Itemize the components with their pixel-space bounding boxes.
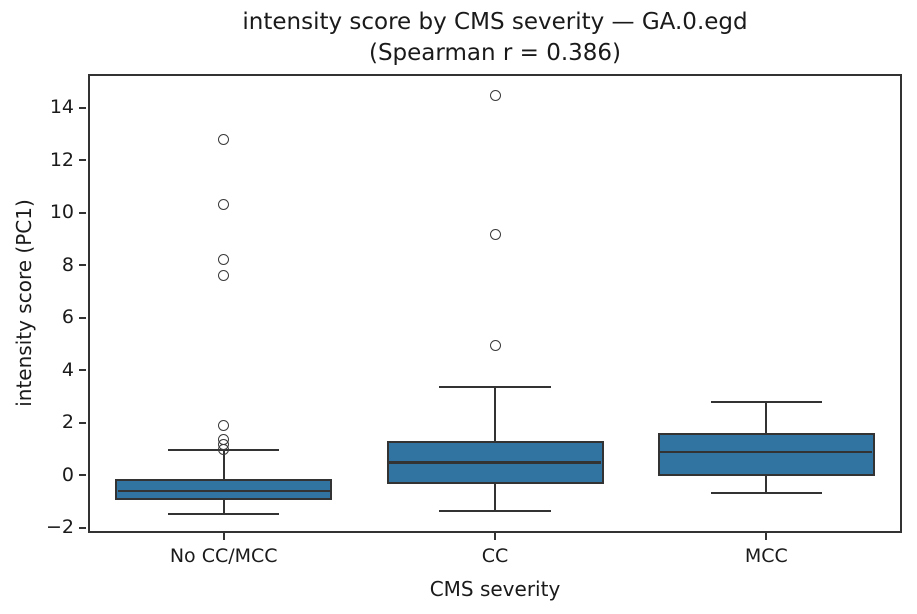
y-tick-label: −2 (45, 516, 74, 538)
y-tick-mark (79, 106, 86, 109)
lower-whisker-cap (439, 510, 551, 513)
box (115, 478, 333, 500)
outlier-point (489, 339, 501, 351)
y-tick-mark (79, 421, 86, 424)
lower-whisker-cap (710, 491, 822, 494)
upper-whisker (222, 450, 225, 479)
y-tick-label: 0 (61, 463, 74, 486)
lower-whisker (222, 499, 225, 515)
y-tick-label: 12 (49, 148, 74, 171)
x-tick-label: CC (481, 545, 509, 567)
upper-whisker (494, 387, 496, 441)
lower-whisker (765, 476, 768, 493)
outlier-point (218, 420, 230, 432)
upper-whisker-cap (439, 386, 551, 389)
box (657, 433, 875, 477)
x-tick-label: MCC (744, 545, 788, 567)
y-tick-mark (79, 264, 86, 267)
lower-whisker-cap (168, 513, 280, 516)
upper-whisker-cap (710, 401, 822, 403)
outlier-point (218, 433, 230, 445)
y-tick-label: 6 (61, 306, 74, 328)
y-tick-mark (79, 159, 86, 162)
plot-area: −2 0 2 4 6 8 10 12 14 No CC/MCC CC MCC (46, 74, 902, 567)
y-tick-mark (79, 526, 86, 529)
x-axis-label: CMS severity (429, 577, 561, 601)
outlier-point (218, 133, 230, 145)
median-line (117, 489, 330, 493)
outlier-point (218, 270, 230, 282)
outlier-point (489, 90, 501, 102)
x-tick-label: No CC/MCC (169, 545, 278, 567)
y-tick-label: 10 (49, 201, 74, 224)
y-tick-mark (79, 211, 86, 214)
outlier-point (218, 254, 230, 266)
y-tick-mark (79, 316, 86, 319)
median-line (389, 461, 602, 464)
chart-title: intensity score by CMS severity — GA.0.e… (242, 9, 748, 66)
outlier-point (489, 229, 501, 241)
median-line (660, 450, 873, 454)
x-tick-mark (222, 533, 225, 540)
lower-whisker (494, 484, 496, 512)
y-tick-mark (79, 369, 86, 371)
y-tick-label: 14 (49, 96, 74, 119)
y-tick-label: 2 (61, 411, 74, 433)
x-tick-mark (765, 533, 768, 540)
y-tick-label: 8 (61, 253, 74, 276)
outlier-point (218, 199, 230, 211)
y-tick-label: 4 (61, 358, 74, 381)
y-tick-mark (79, 474, 86, 476)
upper-whisker (765, 402, 768, 433)
x-tick-mark (494, 533, 496, 540)
